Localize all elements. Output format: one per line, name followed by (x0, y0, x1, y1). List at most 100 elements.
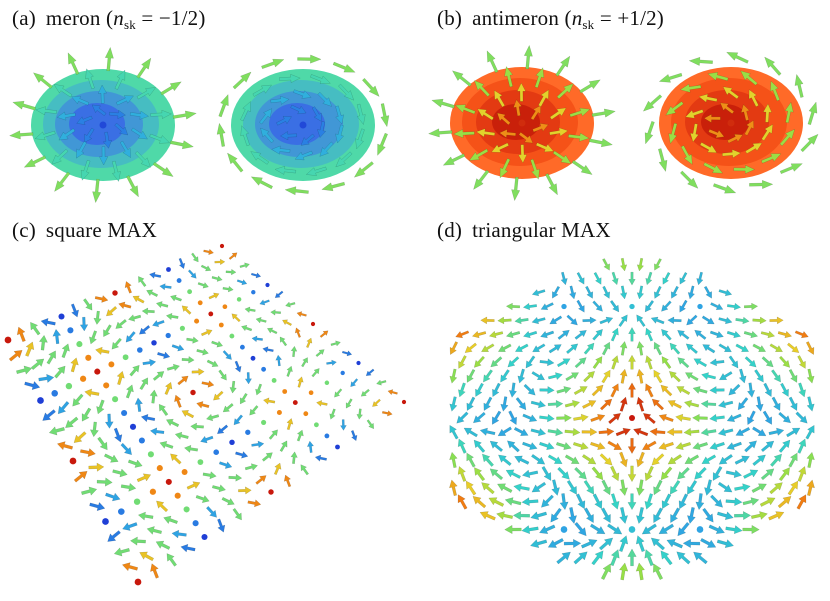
spin-dot (310, 321, 316, 327)
spin-arrow (726, 330, 741, 339)
spin-arrow (140, 413, 156, 423)
spin-arrow (555, 442, 572, 451)
spin-arrow (12, 100, 36, 111)
spin-dot (174, 492, 181, 499)
spin-arrow (217, 518, 226, 533)
spin-arrow (722, 86, 739, 100)
spin-arrow (235, 451, 249, 459)
spin-arrow (591, 550, 604, 566)
spin-arrow (311, 368, 320, 378)
spin-arrow (619, 535, 629, 553)
spin-arrow (262, 346, 274, 353)
spin-arrow (196, 401, 210, 409)
spin-arrow (504, 497, 522, 506)
spin-arrow (685, 109, 704, 119)
spin-arrow (96, 477, 113, 487)
spin-dot (129, 423, 137, 430)
spin-arrow (297, 54, 322, 64)
spin-arrow (70, 357, 79, 373)
spin-arrow (216, 122, 226, 147)
spin-arrow (627, 438, 637, 455)
spin-arrow (627, 493, 637, 511)
spin-arrow (139, 325, 151, 335)
spin-arrow (698, 93, 718, 103)
spin-arrow (113, 547, 130, 557)
spin-arrow (678, 493, 689, 510)
spin-arrow (306, 337, 313, 348)
spin-arrow (683, 427, 700, 437)
spin-arrow (571, 159, 593, 175)
spin-arrow (466, 368, 476, 383)
spin-arrow (24, 381, 41, 390)
spin-arrow (539, 413, 555, 423)
spin-arrow (628, 271, 636, 286)
spin-arrow (233, 414, 244, 426)
spin-arrow (797, 466, 807, 482)
spin-arrow (633, 427, 649, 437)
spin-arrow (636, 314, 646, 327)
spin-arrow (496, 511, 514, 520)
spin-arrow (787, 342, 800, 353)
spin-arrow (556, 386, 572, 394)
spin-arrow (23, 155, 47, 168)
spin-arrow (742, 497, 760, 506)
spin-arrow (54, 365, 66, 379)
spin-arrow (660, 550, 673, 566)
spin-arrow (190, 422, 204, 431)
spin-arrow (692, 442, 709, 451)
spin-dot (118, 508, 125, 515)
spin-arrow (573, 551, 588, 565)
spin-arrow (186, 481, 201, 490)
spin-dot (165, 478, 172, 485)
spin-arrow (644, 120, 655, 145)
spin-arrow (449, 396, 458, 412)
spin-arrow (653, 285, 662, 299)
spin-arrow (284, 186, 309, 196)
spin-arrow (539, 524, 556, 534)
spin-arrow (486, 50, 499, 73)
spin-arrow (611, 271, 619, 286)
spin-arrow (293, 89, 312, 99)
spin-arrow (538, 89, 549, 107)
spin-arrow (667, 316, 682, 325)
spin-arrow (500, 369, 510, 383)
spin-arrow (53, 84, 73, 98)
spin-arrow (472, 496, 487, 509)
spin-arrow (250, 272, 262, 279)
spin-arrow (777, 496, 792, 509)
spin-arrow (619, 285, 628, 300)
spin-dot (271, 377, 277, 383)
spin-arrow (778, 411, 792, 424)
spin-arrow (150, 563, 159, 579)
spin-arrow (564, 427, 581, 437)
spin-arrow (468, 148, 489, 161)
spin-arrow (677, 521, 690, 537)
spin-arrow (274, 290, 284, 299)
spin-arrow (177, 375, 189, 386)
spin-arrow (203, 248, 214, 256)
spin-arrow (744, 440, 758, 453)
spin-arrow (30, 321, 41, 336)
spin-arrow (627, 382, 637, 398)
spin-arrow (530, 511, 548, 521)
spin-arrow (517, 368, 526, 384)
spin-arrow (174, 394, 182, 408)
spin-arrow (615, 427, 631, 437)
spin-arrow (340, 419, 347, 431)
spin-arrow (107, 530, 121, 542)
spin-arrow (294, 327, 301, 338)
spin-arrow (218, 93, 229, 118)
spin-arrow (195, 495, 210, 503)
spin-dot (151, 340, 157, 346)
spin-dot (303, 411, 309, 417)
spin-arrow (449, 451, 458, 468)
spin-arrow (806, 451, 815, 468)
spin-arrow (547, 399, 564, 409)
spin-arrow (231, 313, 241, 323)
spin-arrow (568, 132, 590, 142)
spin-arrow (786, 427, 801, 438)
spin-arrow (728, 383, 741, 396)
spin-arrow (778, 467, 790, 482)
spin-arrow (91, 104, 107, 116)
spin-arrow (213, 390, 224, 401)
